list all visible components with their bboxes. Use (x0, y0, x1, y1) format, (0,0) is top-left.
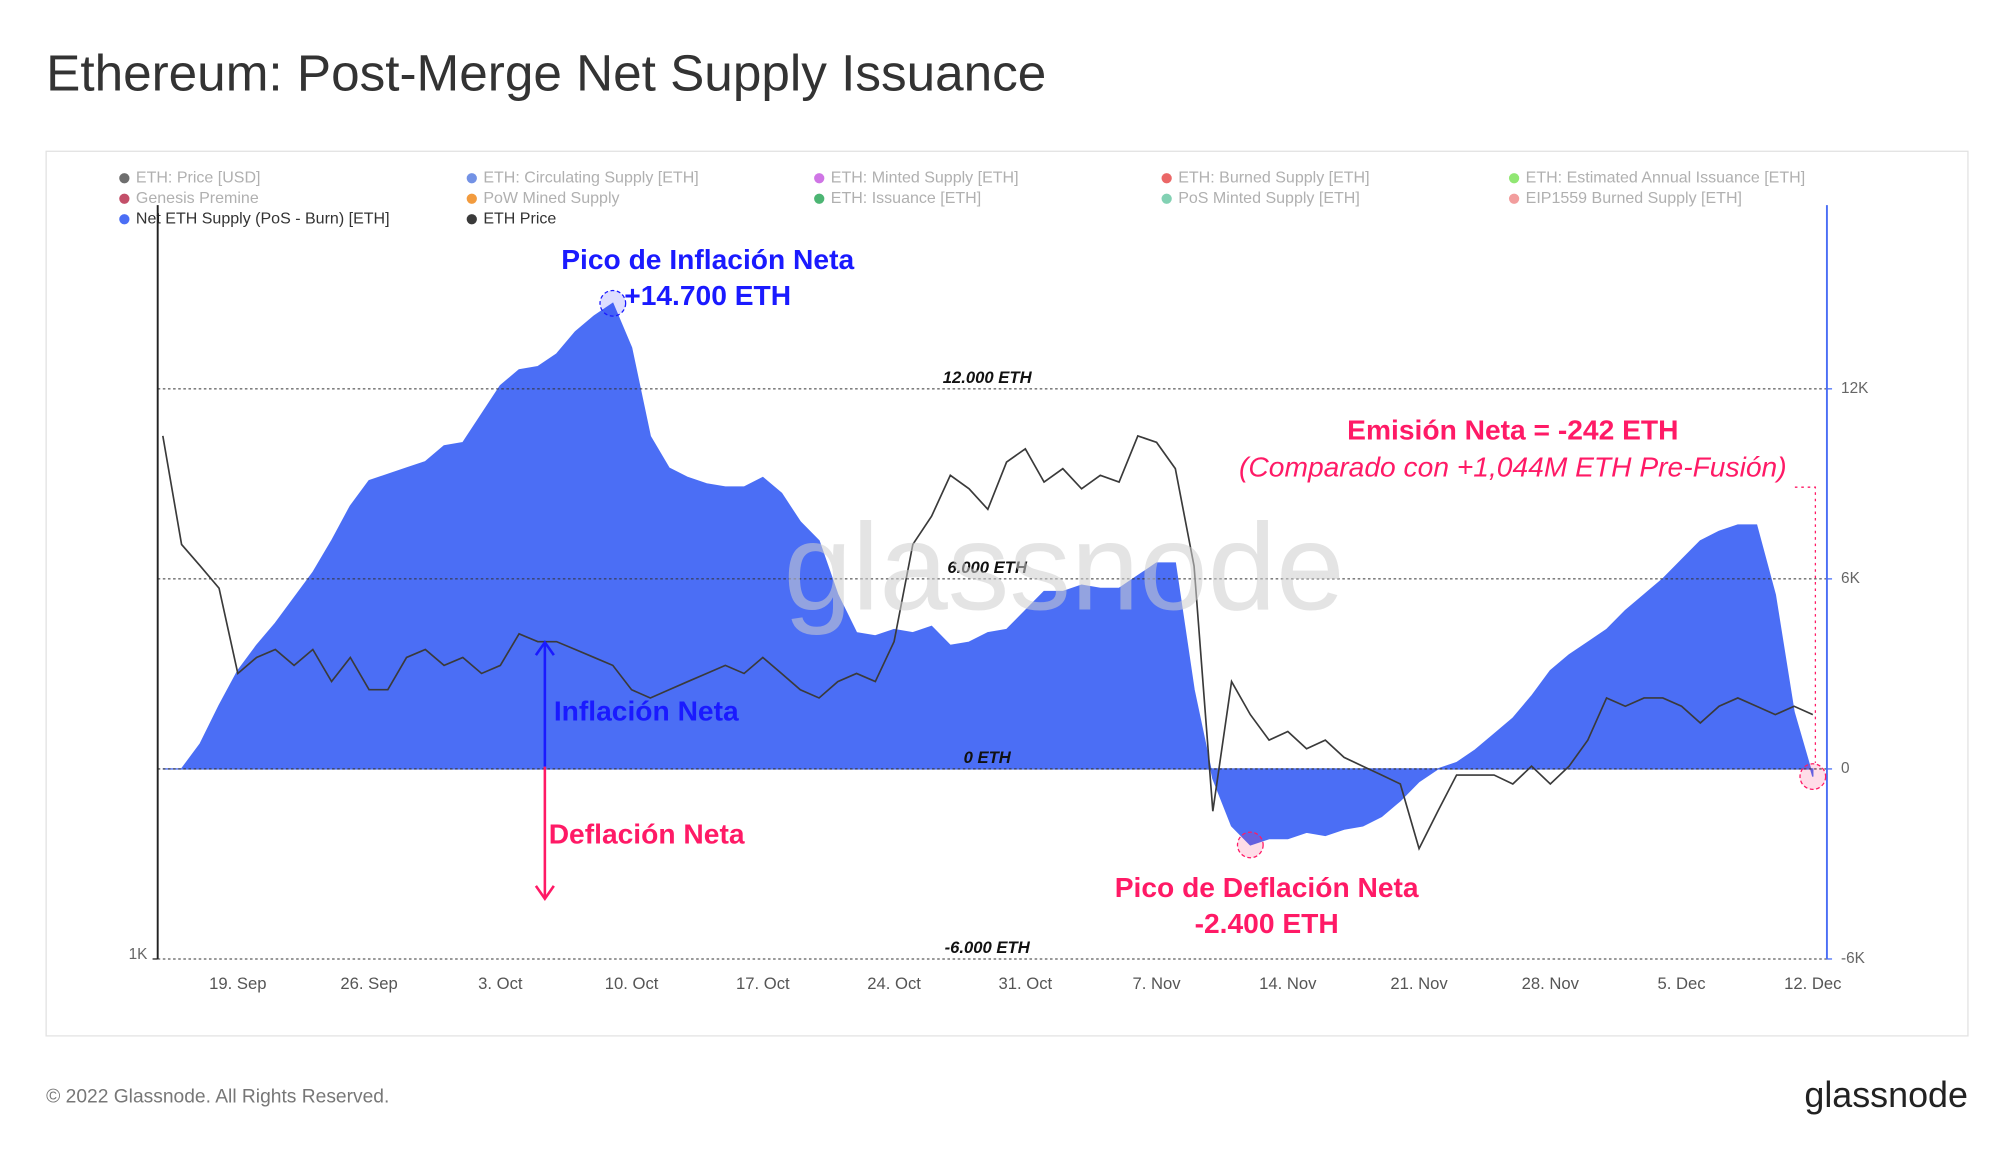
arrow-head (534, 640, 555, 656)
x-tick-label: 3. Oct (478, 974, 523, 993)
annotation: Pico de Inflación Neta (561, 243, 854, 275)
annotation: Emisión Neta = -242 ETH (1347, 414, 1678, 446)
peak-marker (599, 289, 627, 317)
annotation: Inflación Neta (554, 694, 739, 726)
arrow-head (534, 885, 555, 901)
legend-dot (1508, 173, 1520, 184)
legend-dot (119, 214, 130, 225)
annotation: (Comparado con +1,044M ETH Pre-Fusión) (1239, 451, 1787, 483)
legend-label: PoS Minted Supply [ETH] (1178, 189, 1360, 207)
x-tick-label: 19. Sep (209, 974, 266, 993)
y2-tick-label: 12K (1841, 380, 1869, 397)
chart-title: Ethereum: Post-Merge Net Supply Issuance (46, 44, 1046, 101)
x-tick-label: 10. Oct (605, 974, 659, 993)
x-tick-label: 12. Dec (1784, 974, 1841, 993)
annotation: Pico de Deflación Neta (1115, 871, 1419, 903)
legend-dot (1161, 193, 1172, 204)
reference-label: -6.000 ETH (945, 938, 1031, 957)
area (162, 302, 1814, 846)
legend-dot (119, 193, 130, 204)
y2-tick-label: 0 (1841, 760, 1850, 777)
footer-copyright: © 2022 Glassnode. All Rights Reserved. (46, 1087, 389, 1108)
reference-label: 6.000 ETH (947, 558, 1028, 577)
legend-label: Genesis Premine (136, 189, 259, 207)
legend-label: ETH: Estimated Annual Issuance [ETH] (1526, 168, 1806, 186)
legend-dot (119, 173, 130, 184)
x-tick-label: 31. Oct (998, 974, 1052, 993)
y2-tick-label: 6K (1841, 570, 1861, 587)
x-tick-label: 14. Nov (1259, 974, 1317, 993)
x-tick-label: 28. Nov (1522, 974, 1580, 993)
legend-label: ETH: Issuance [ETH] (831, 189, 981, 207)
x-tick-label: 26. Sep (340, 974, 397, 993)
legend-dot (466, 173, 477, 184)
peak-marker (1799, 763, 1827, 791)
reference-label: 12.000 ETH (943, 368, 1033, 387)
legend-label: ETH: Price [USD] (136, 168, 261, 186)
legend-dot (814, 173, 825, 184)
annotation: -2.400 ETH (1195, 907, 1339, 939)
legend-label: PoW Mined Supply (483, 189, 619, 207)
annotation: Deflación Neta (549, 817, 745, 849)
y-tick-label: 1K (129, 946, 149, 963)
chart-frame (45, 150, 1969, 1037)
legend-dot (1508, 193, 1520, 204)
annotations: Pico de Inflación Neta +14.700 ETH Emisi… (534, 243, 1817, 939)
watermark: glassnode (784, 499, 1345, 636)
x-tick-label: 21. Nov (1390, 974, 1448, 993)
legend-label: ETH: Circulating Supply [ETH] (483, 168, 698, 186)
footer-logo: glassnode (1804, 1075, 1968, 1115)
y2-tick-label: -6K (1841, 950, 1866, 967)
legend-dot (814, 193, 825, 204)
x-tick-label: 24. Oct (867, 974, 921, 993)
reference-label: 0 ETH (964, 748, 1012, 767)
plot: ETH: Price [USD] ETH: Circulating Supply … (119, 168, 1869, 993)
x-tick-label: 7. Nov (1133, 974, 1182, 993)
legend-label: EIP1559 Burned Supply [ETH] (1526, 189, 1742, 207)
price-line (161, 434, 1814, 851)
legend-label: ETH Price (483, 209, 556, 227)
x-tick-label: 17. Oct (736, 974, 790, 993)
legend-label: ETH: Burned Supply [ETH] (1178, 168, 1369, 186)
leader-line (1794, 486, 1817, 763)
legend-dot (1161, 173, 1172, 184)
legend-dot (466, 214, 477, 225)
legend-label: Net ETH Supply (PoS - Burn) [ETH] (136, 209, 390, 227)
legend-label: ETH: Minted Supply [ETH] (831, 168, 1019, 186)
annotation: +14.700 ETH (624, 279, 791, 311)
legend-dot (466, 193, 477, 204)
peak-marker (1236, 831, 1264, 859)
x-tick-label: 5. Dec (1658, 974, 1706, 993)
